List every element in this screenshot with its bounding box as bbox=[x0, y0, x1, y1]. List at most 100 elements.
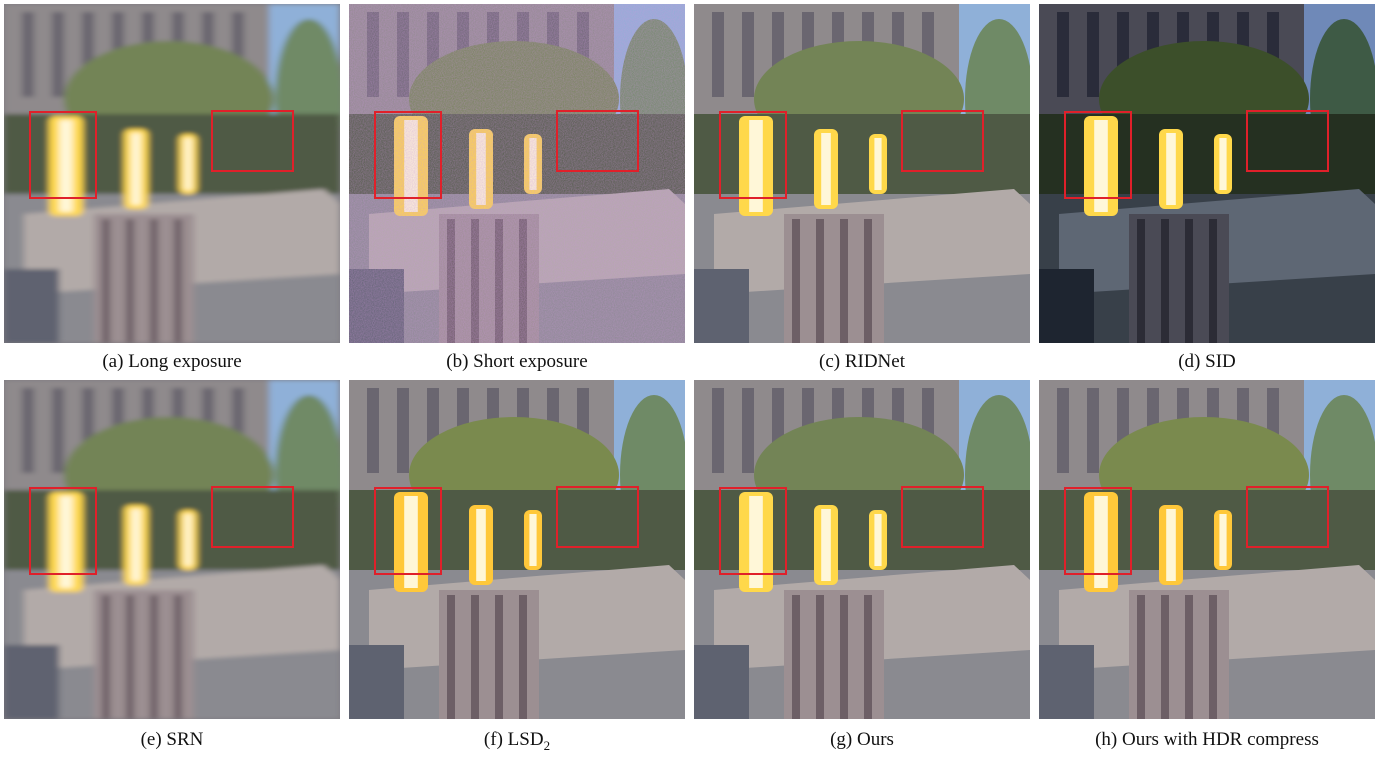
panel-g-image bbox=[694, 380, 1030, 719]
noise-overlay bbox=[349, 4, 685, 343]
lamp-core bbox=[404, 496, 418, 588]
pillar-stripe bbox=[519, 595, 527, 719]
lamp-core bbox=[821, 509, 831, 581]
lamp-core bbox=[1166, 509, 1176, 581]
lamp-core bbox=[59, 120, 73, 212]
lamp-core bbox=[131, 133, 141, 205]
pillar-stripe bbox=[1161, 595, 1169, 719]
highlight-box-lamp bbox=[1064, 111, 1132, 199]
pillar-stripe bbox=[864, 595, 872, 719]
caption-d: (d) SID bbox=[1178, 351, 1236, 372]
pillar-stripe bbox=[840, 219, 848, 343]
building-window bbox=[22, 12, 34, 97]
dark-step bbox=[1039, 645, 1094, 719]
building-window bbox=[742, 12, 754, 97]
caption-g: (g) Ours bbox=[830, 729, 894, 750]
highlight-box-lamp bbox=[374, 487, 442, 575]
photo-short-exposure bbox=[349, 4, 685, 343]
lamp-core bbox=[1094, 120, 1108, 212]
lamp-core bbox=[749, 120, 763, 212]
highlight-box-bushes bbox=[901, 110, 984, 172]
building-window bbox=[52, 388, 64, 473]
lamp-core bbox=[529, 514, 537, 566]
pillar-stripe bbox=[102, 219, 110, 343]
lamp-core bbox=[874, 514, 882, 566]
building-window bbox=[1057, 12, 1069, 97]
caption-a: (a) Long exposure bbox=[102, 351, 242, 372]
caption-c: (c) RIDNet bbox=[819, 351, 905, 372]
highlight-box-lamp bbox=[719, 111, 787, 199]
scene-content bbox=[349, 380, 685, 719]
panel-a-image bbox=[4, 4, 340, 343]
building-window bbox=[367, 388, 379, 473]
panel-h-image bbox=[1039, 380, 1375, 719]
scene-content bbox=[694, 380, 1030, 719]
scene-content bbox=[4, 380, 340, 719]
pillar-stripe bbox=[447, 595, 455, 719]
building-window bbox=[712, 12, 724, 97]
pillar-stripe bbox=[1209, 219, 1217, 343]
pillar-stripe bbox=[1137, 219, 1145, 343]
building-window bbox=[712, 388, 724, 473]
highlight-box-bushes bbox=[901, 486, 984, 548]
caption-e: (e) SRN bbox=[140, 729, 204, 750]
highlight-box-bushes bbox=[211, 486, 294, 548]
dark-step bbox=[349, 645, 404, 719]
caption-b: (b) Short exposure bbox=[446, 351, 588, 372]
pillar-stripe bbox=[126, 219, 134, 343]
highlight-box-lamp bbox=[719, 487, 787, 575]
panel-d-image bbox=[1039, 4, 1375, 343]
photo-srn bbox=[4, 380, 340, 719]
photo-ours bbox=[694, 380, 1030, 719]
pillar-stripe bbox=[174, 219, 182, 343]
photo-sid bbox=[1039, 4, 1375, 343]
dark-step bbox=[694, 645, 749, 719]
lamp-core bbox=[1219, 138, 1227, 190]
highlight-box-bushes bbox=[1246, 110, 1329, 172]
photo-ridnet bbox=[694, 4, 1030, 343]
highlight-box-lamp bbox=[374, 111, 442, 199]
caption-h: (h) Ours with HDR compress bbox=[1095, 729, 1319, 750]
highlight-box-bushes bbox=[556, 110, 639, 172]
pillar-stripe bbox=[495, 595, 503, 719]
scene-content bbox=[1039, 380, 1375, 719]
pillar-stripe bbox=[792, 595, 800, 719]
lamp-core bbox=[874, 138, 882, 190]
pillar-stripe bbox=[1209, 595, 1217, 719]
caption-f: (f) LSD2 bbox=[349, 729, 685, 757]
pillar-stripe bbox=[150, 595, 158, 719]
photo-lsd2 bbox=[349, 380, 685, 719]
pillar-stripe bbox=[174, 595, 182, 719]
lamp-core bbox=[1166, 133, 1176, 205]
lamp-core bbox=[821, 133, 831, 205]
scene-content bbox=[694, 4, 1030, 343]
panel-b-image bbox=[349, 4, 685, 343]
photo-long-exposure bbox=[4, 4, 340, 343]
pillar-stripe bbox=[1185, 219, 1193, 343]
highlight-box-lamp bbox=[29, 487, 97, 575]
highlight-box-bushes bbox=[211, 110, 294, 172]
building-window bbox=[1057, 388, 1069, 473]
lamp-core bbox=[749, 496, 763, 588]
panel-c-image bbox=[694, 4, 1030, 343]
highlight-box-bushes bbox=[1246, 486, 1329, 548]
highlight-box-lamp bbox=[29, 111, 97, 199]
pillar-stripe bbox=[126, 595, 134, 719]
photo-ours-hdr bbox=[1039, 380, 1375, 719]
lamp-core bbox=[184, 514, 192, 566]
panel-f-image bbox=[349, 380, 685, 719]
building-window bbox=[52, 12, 64, 97]
dark-step bbox=[694, 269, 749, 343]
lamp-core bbox=[476, 509, 486, 581]
dark-step bbox=[4, 269, 59, 343]
pillar-stripe bbox=[1161, 219, 1169, 343]
panel-e-image bbox=[4, 380, 340, 719]
building-window bbox=[1087, 12, 1099, 97]
scene-content bbox=[4, 4, 340, 343]
caption-f-subscript: 2 bbox=[543, 737, 551, 753]
lamp-core bbox=[1094, 496, 1108, 588]
building-window bbox=[22, 388, 34, 473]
pillar-stripe bbox=[1185, 595, 1193, 719]
pillar-stripe bbox=[864, 219, 872, 343]
building-window bbox=[397, 388, 409, 473]
